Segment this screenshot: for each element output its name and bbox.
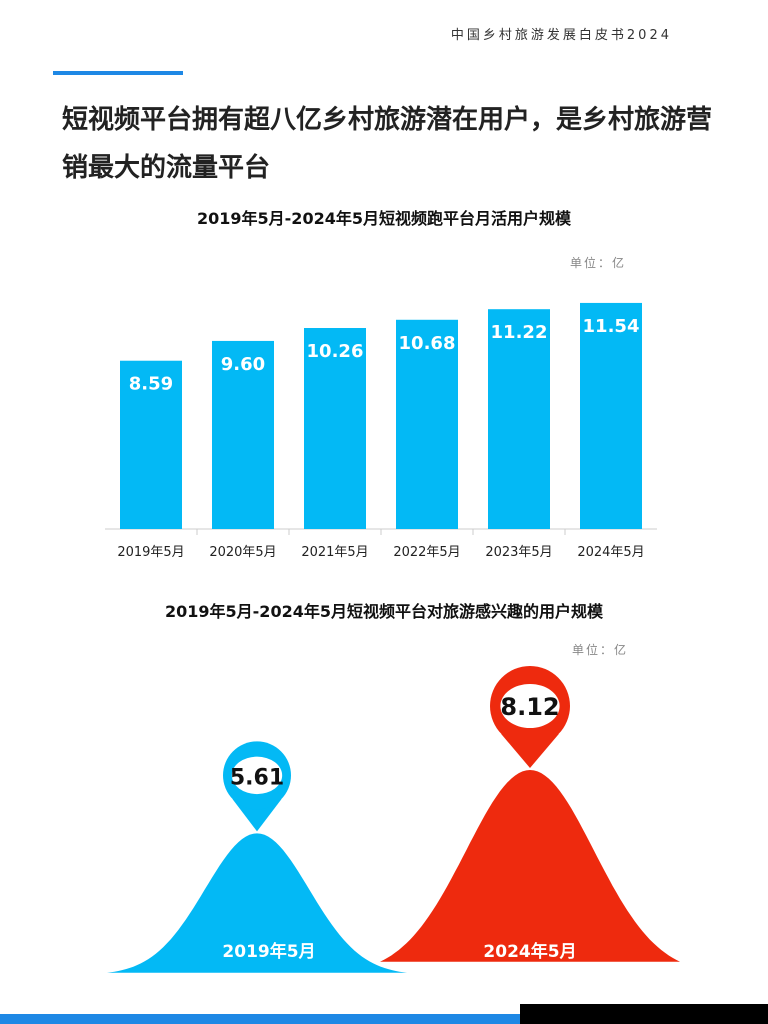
bar xyxy=(120,360,182,529)
pin-marker-inner xyxy=(500,684,560,728)
bar-value-label: 11.22 xyxy=(491,322,548,343)
bar-chart-title: 2019年5月-2024年5月短视频跑平台月活用户规模 xyxy=(197,209,571,228)
page-headline: 短视频平台拥有超八亿乡村旅游潜在用户，是乡村旅游营销最大的流量平台 xyxy=(62,105,713,183)
bar xyxy=(488,309,550,529)
report-title: 中国乡村旅游发展白皮书2024 xyxy=(450,28,672,43)
bar-category-label: 2021年5月 xyxy=(301,545,368,560)
bar-category-label: 2023年5月 xyxy=(485,545,552,560)
accent-line xyxy=(53,71,183,75)
bell-area xyxy=(380,770,680,962)
bar-category-label: 2022年5月 xyxy=(393,545,460,560)
bell-chart-title: 2019年5月-2024年5月短视频平台对旅游感兴趣的用户规模 xyxy=(165,602,603,621)
bar-category-label: 2019年5月 xyxy=(117,545,184,560)
bar xyxy=(212,340,274,529)
pin-marker-tail xyxy=(232,799,282,832)
bar-chart: 8.59 2019年5月 9.60 2020年5月 10.26 2021年5月 10.68 2… xyxy=(105,302,657,560)
bar xyxy=(580,302,642,529)
bar-category-label: 2024年5月 xyxy=(577,545,644,560)
bell-value-label: 8.12 xyxy=(500,693,559,721)
bell-category-label: 2019年5月 xyxy=(222,941,315,962)
bar-category-label: 2020年5月 xyxy=(209,545,276,560)
bar-value-label: 10.26 xyxy=(307,341,364,362)
bar-value-label: 11.54 xyxy=(583,316,640,337)
pin-marker-inner xyxy=(231,756,283,795)
bell-category-label: 2024年5月 xyxy=(483,941,576,962)
bar-value-label: 8.59 xyxy=(129,374,173,395)
bar xyxy=(304,328,366,529)
footer-bar-black xyxy=(520,1004,768,1024)
bar xyxy=(396,319,458,529)
bell-area xyxy=(107,833,407,973)
footer-bar-blue xyxy=(0,1014,520,1024)
bell-chart-unit: 单位：亿 xyxy=(572,643,629,657)
bell-value-label: 5.61 xyxy=(230,765,284,790)
bar-value-label: 10.68 xyxy=(399,333,456,354)
bar-value-label: 9.60 xyxy=(221,354,265,375)
bar-chart-unit: 单位：亿 xyxy=(570,256,627,270)
